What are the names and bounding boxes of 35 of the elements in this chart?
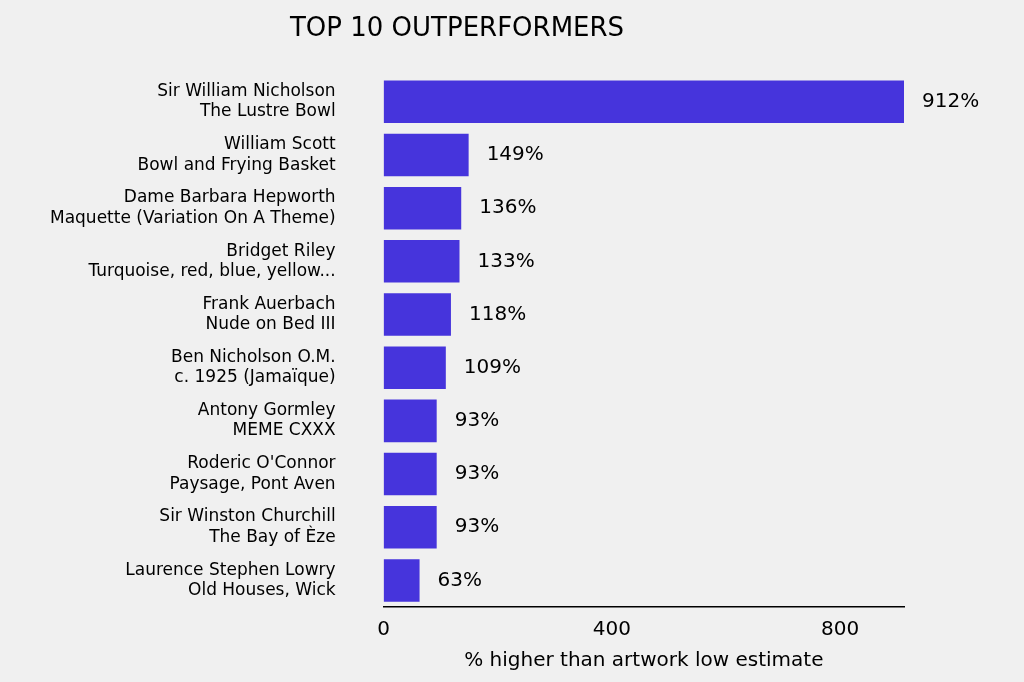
x-tick-label: 400	[592, 616, 631, 641]
bar	[383, 452, 437, 496]
bar	[383, 505, 437, 549]
bar	[383, 346, 446, 389]
bar	[383, 559, 420, 602]
data-label: 149%	[486, 141, 544, 166]
data-label: 912%	[922, 87, 980, 112]
bar	[383, 293, 451, 336]
chart-title: TOP 10 OUTPERFORMERS	[288, 12, 625, 43]
x-tick-label: 0	[377, 616, 390, 641]
y-tick-label: Ben Nicholson O.M. c. 1925 (Jamaïque)	[171, 345, 336, 387]
y-tick-label: Antony Gormley MEME CXXX	[197, 399, 336, 440]
y-tick-label: Frank Auerbach Nude on Bed III	[202, 292, 336, 334]
x-axis-title: % higher than artwork low estimate	[464, 647, 824, 672]
data-label: 118%	[468, 300, 527, 325]
bar	[383, 186, 462, 230]
data-label: 136%	[479, 194, 537, 219]
y-tick-label: Laurence Stephen Lowry Old Houses, Wick	[125, 558, 336, 600]
data-label: 93%	[454, 513, 500, 538]
y-tick-label: Sir William Nicholson The Lustre Bowl	[157, 80, 336, 121]
data-label: 63%	[437, 566, 483, 591]
data-label: 133%	[477, 247, 535, 272]
y-tick-label: William Scott Bowl and Frying Basket	[137, 133, 336, 174]
bar	[383, 133, 469, 177]
bar	[383, 80, 904, 124]
data-label: 93%	[454, 460, 500, 485]
bar	[383, 240, 460, 283]
x-tick-label: 800	[821, 616, 860, 641]
y-tick-label: Dame Barbara Hepworth Maquette (Variation On A Theme)	[50, 186, 336, 227]
data-label: 93%	[454, 407, 500, 432]
y-tick-label: Sir Winston Churchill The Bay of Èze	[159, 505, 336, 546]
y-tick-label: Bridget Riley Turquoise, red, blue, yellow...	[87, 239, 336, 280]
data-label: 109%	[463, 353, 521, 378]
bar	[383, 399, 437, 443]
y-tick-label: Roderic O'Connor Paysage, Pont Aven	[169, 452, 336, 493]
